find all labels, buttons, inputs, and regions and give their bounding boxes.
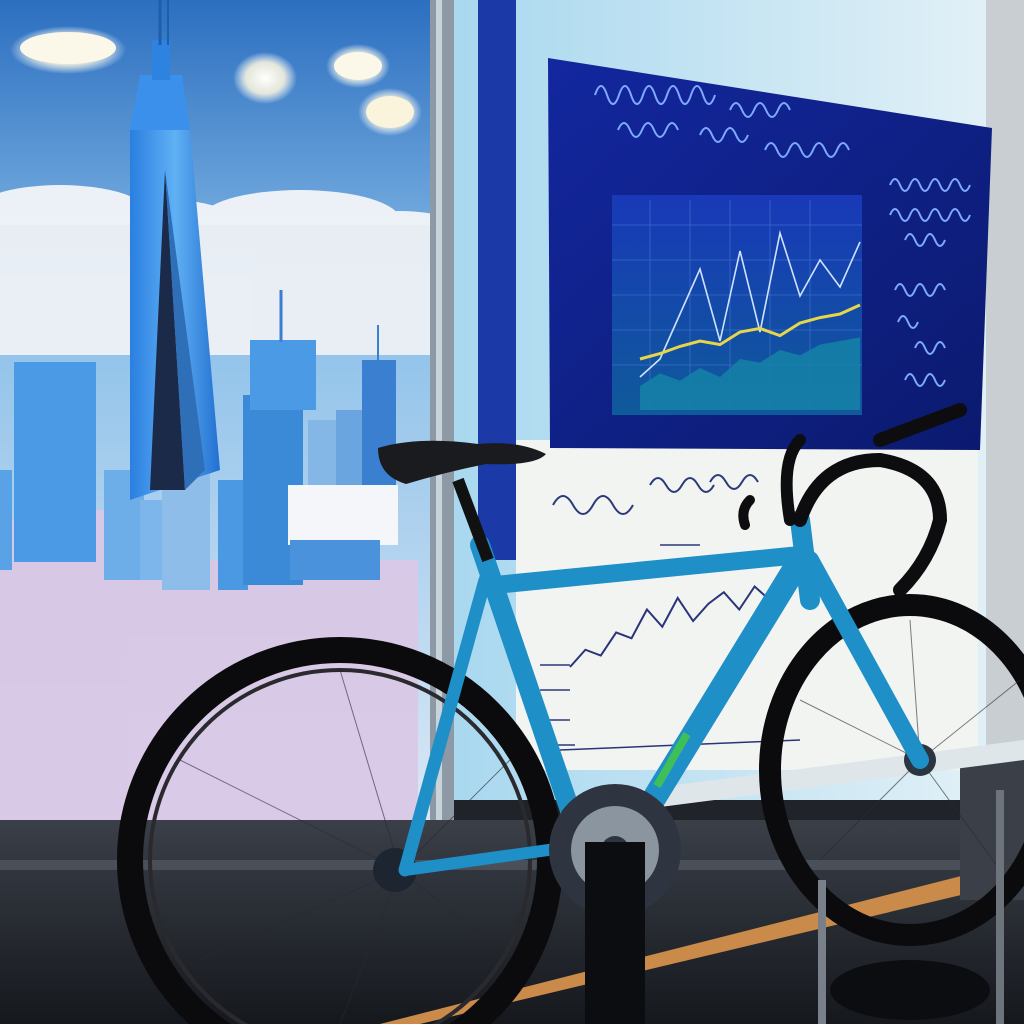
blue-pillar [478,0,516,560]
clouds [0,185,470,355]
board-chart-line-a [639,229,861,378]
office-wall [454,0,1024,900]
bike-stand-icon [585,790,1004,1024]
ceiling-lamp-icon [10,26,422,136]
board-chart-area [640,337,860,410]
chart-display-board [548,58,992,450]
frame-decal [653,732,691,788]
saddle [378,440,546,484]
handlebar [738,403,967,597]
seatpost [452,477,494,563]
whiteboard-scribbles [552,474,759,515]
tall-tower [130,0,220,500]
whiteboard-line [569,584,771,668]
board-chart-line-b [639,303,861,361]
skyline-upper [0,290,398,590]
board-handwriting [594,85,971,387]
